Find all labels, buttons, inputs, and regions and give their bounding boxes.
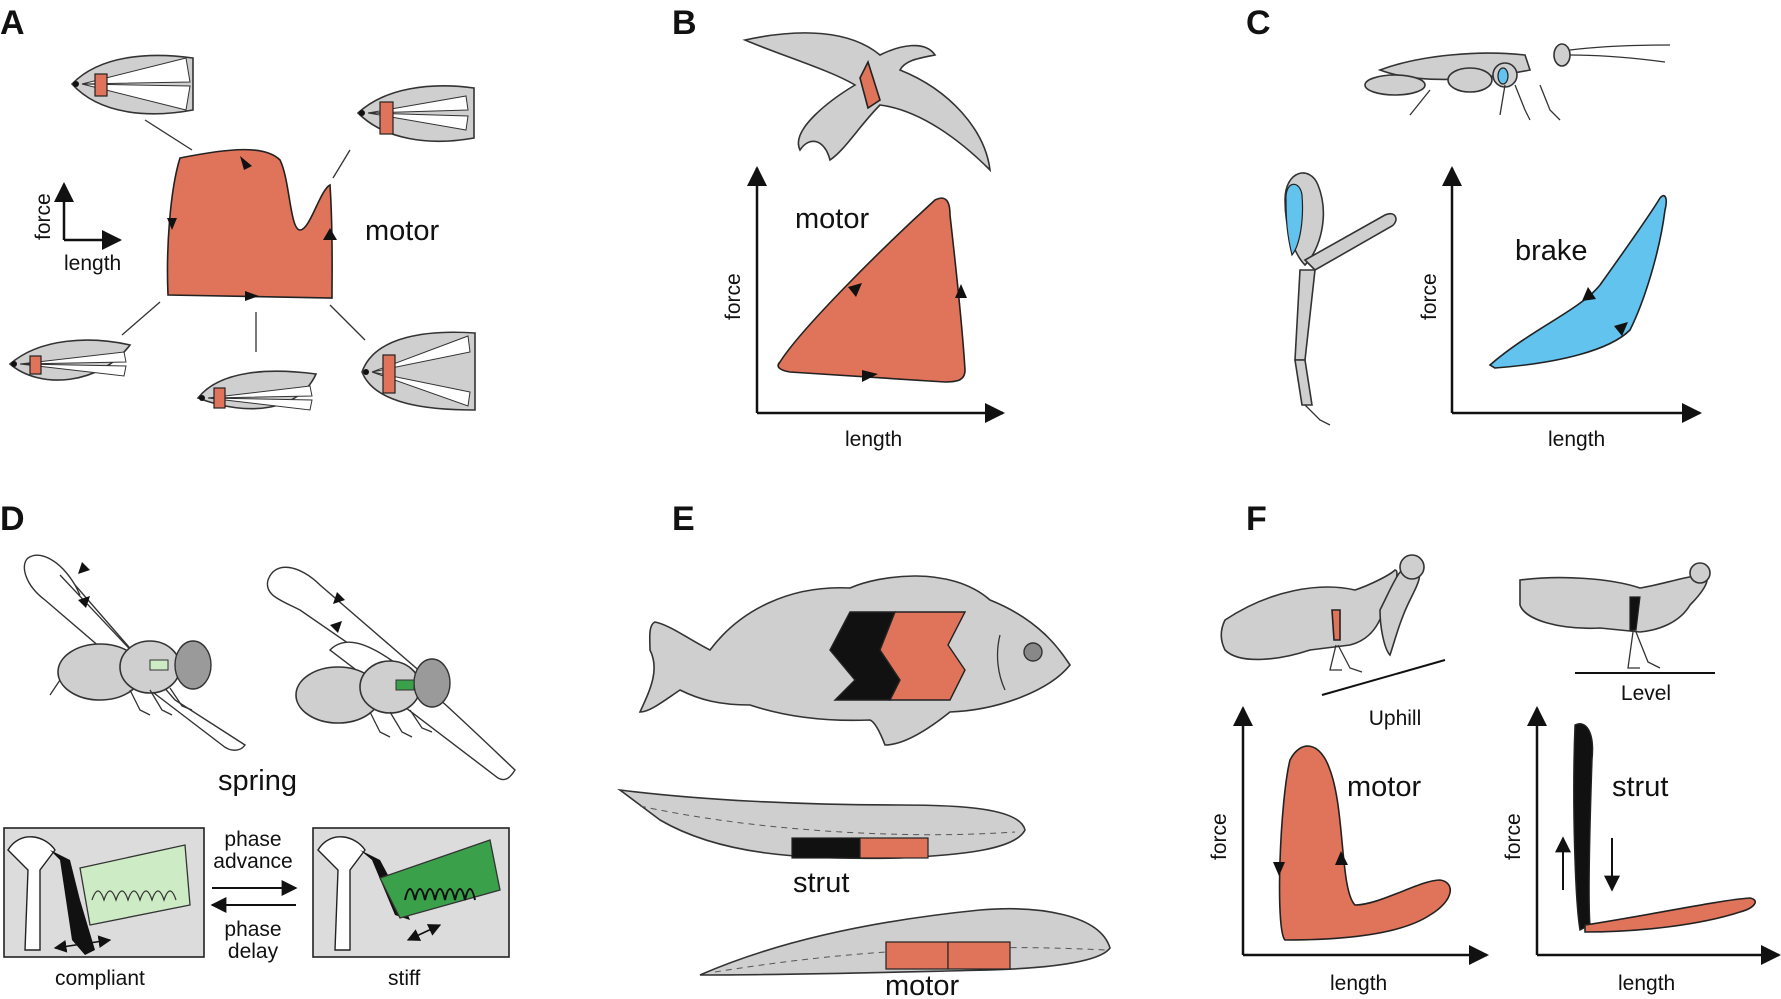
panel-f-bird-level	[1519, 562, 1715, 674]
panel-f-motor-arrow-up	[1335, 851, 1348, 865]
panel-c-force-label: force	[1418, 273, 1441, 320]
panel-a: A force length motor	[0, 4, 476, 411]
panel-f-motor-label: motor	[1347, 771, 1421, 803]
panel-b: B force length motor	[672, 4, 1005, 451]
panel-e-eel-motor-red-1	[885, 941, 949, 970]
panel-e-motor-label: motor	[885, 970, 959, 999]
panel-d-phase-advance-1: phase	[224, 828, 281, 851]
panel-a-insect-top-3	[8, 339, 132, 381]
panel-d-letter: D	[0, 500, 25, 538]
panel-c-brake-label: brake	[1515, 235, 1588, 267]
panel-e-strut-label: strut	[793, 867, 849, 899]
panel-b-motor-label: motor	[795, 203, 869, 235]
panel-c: C force length brake	[1246, 4, 1702, 451]
panel-f-strut-label: strut	[1612, 771, 1668, 803]
panel-a-insect-top-5	[361, 331, 476, 411]
panel-d: D spring	[0, 500, 516, 990]
panel-f-letter: F	[1246, 500, 1267, 538]
panel-a-motor-loop	[166, 148, 333, 299]
panel-b-letter: B	[672, 4, 697, 42]
panel-f-strut-black-loop	[1573, 723, 1594, 932]
panel-d-spring-label: spring	[218, 765, 297, 797]
panel-b-motor-loop	[777, 197, 966, 383]
panel-a-arrow-right	[323, 228, 337, 240]
panel-f-uphill-label: Uphill	[1369, 707, 1422, 730]
panel-d-stiff-label: stiff	[388, 967, 420, 990]
panel-e-eel-motor-red-2	[947, 941, 1011, 970]
panel-d-phase-delay-2: delay	[228, 940, 279, 963]
panel-f-motor-loop	[1278, 745, 1451, 941]
panel-a-length-label: length	[64, 252, 121, 275]
panel-d-stiff-box	[312, 827, 510, 958]
panel-a-arrow-left	[167, 218, 177, 230]
panel-d-compliant-label: compliant	[55, 967, 145, 990]
panel-d-fly-stiff	[266, 566, 516, 781]
panel-b-force-label: force	[722, 273, 745, 320]
panel-d-phase-advance-2: advance	[213, 850, 292, 873]
panel-a-axes: force length	[32, 182, 122, 275]
panel-a-insect-top-1	[70, 54, 194, 115]
panel-e-eel-strut-black	[791, 837, 861, 859]
panel-c-letter: C	[1246, 4, 1271, 42]
panel-a-insect-top-4	[196, 370, 318, 411]
panel-b-bird-muscle	[859, 59, 881, 110]
panel-a-connectors	[121, 119, 366, 352]
panel-f-bird-uphill	[1220, 554, 1446, 696]
panel-b-length-label: length	[845, 428, 902, 451]
panel-c-insect	[1364, 43, 1671, 121]
panel-c-arrow-up	[1582, 287, 1596, 301]
panel-c-arrow-down	[1614, 322, 1628, 336]
panel-a-force-label: force	[32, 193, 55, 240]
panel-e-fish-red-muscle	[879, 611, 967, 701]
panel-f-motor-arrow-down	[1273, 862, 1285, 876]
panel-e-letter: E	[672, 500, 695, 538]
panel-b-arrow-right	[955, 284, 967, 298]
panel-c-leg	[1284, 172, 1397, 426]
panel-a-motor-label: motor	[365, 215, 439, 247]
panel-c-length-label: length	[1548, 428, 1605, 451]
panel-c-brake-loop	[1488, 194, 1667, 369]
panel-e-fish-eye	[1023, 642, 1043, 662]
panel-f-motor-force-label: force	[1208, 813, 1231, 860]
panel-a-arrow-bottom	[245, 291, 259, 301]
panel-a-arrow-top	[240, 156, 252, 170]
panel-f-motor-length-label: length	[1330, 972, 1387, 995]
panel-e-eel-strut-red	[859, 837, 929, 859]
panel-b-arrow-bottom	[862, 370, 878, 382]
panel-f-strut-red-loop	[1584, 897, 1756, 933]
panel-f: F Uphill Level force length motor	[1208, 500, 1781, 995]
panel-e: E strut motor	[617, 500, 1111, 999]
panel-b-arrow-up	[848, 283, 862, 297]
panel-f-strut-length-label: length	[1618, 972, 1675, 995]
panel-d-phase-delay-1: phase	[224, 918, 281, 941]
panel-a-insect-top-2	[356, 85, 475, 143]
panel-d-compliant-box	[3, 827, 205, 958]
panel-f-strut-force-label: force	[1502, 813, 1525, 860]
panel-f-level-label: Level	[1621, 682, 1671, 705]
panel-d-fly-compliant	[23, 554, 246, 751]
panel-a-letter: A	[0, 4, 25, 42]
